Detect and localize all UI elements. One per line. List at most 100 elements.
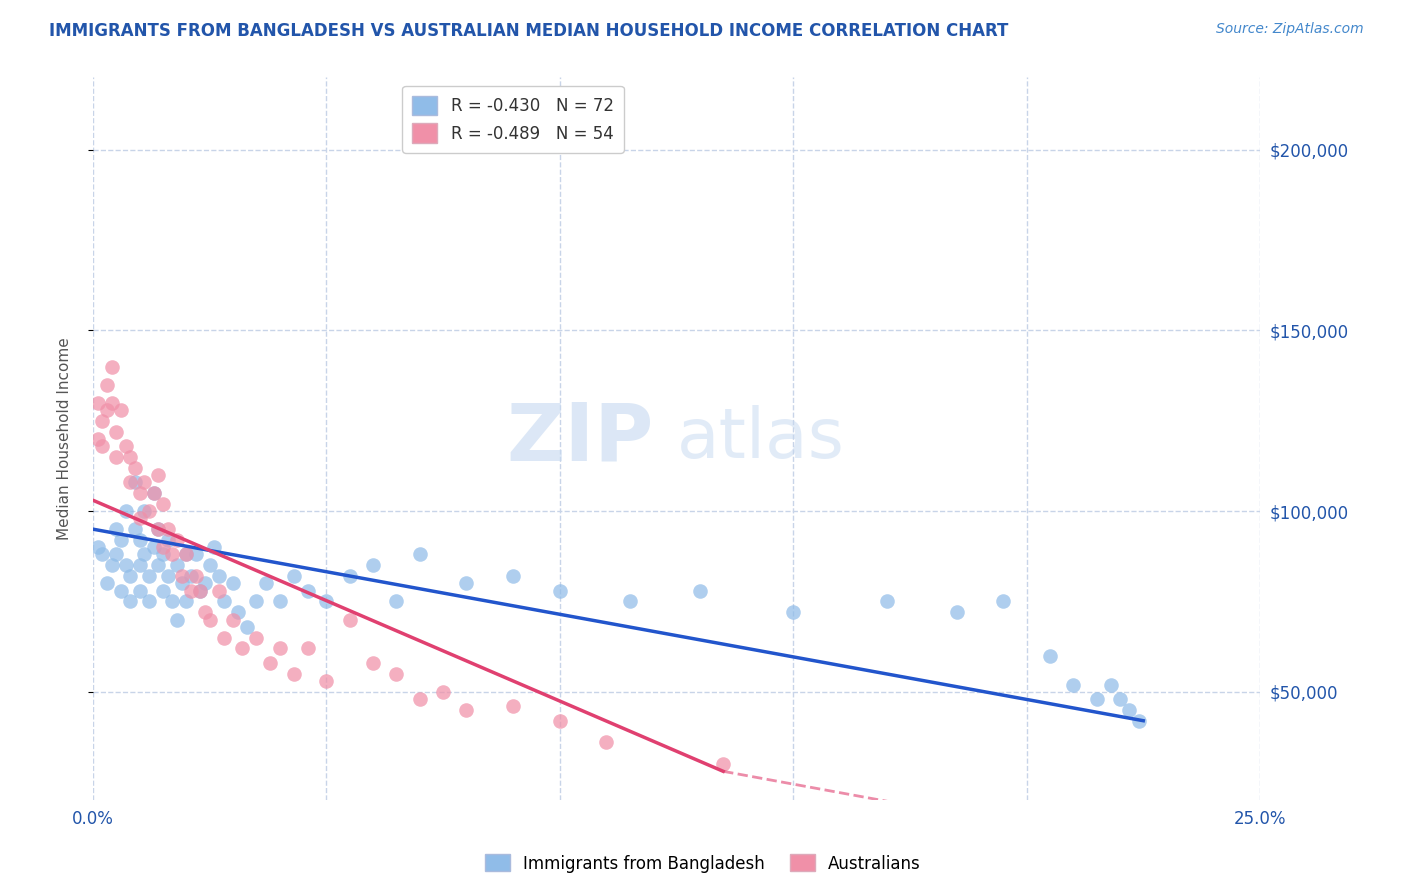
Point	[198, 613, 221, 627]
Point	[176, 548, 198, 562]
Point	[1062, 677, 1084, 691]
Point	[180, 583, 202, 598]
Point	[120, 569, 142, 583]
Point	[208, 569, 231, 583]
Point	[138, 504, 160, 518]
Point	[100, 558, 122, 573]
Point	[1085, 692, 1108, 706]
Y-axis label: Median Household Income: Median Household Income	[58, 337, 72, 541]
Point	[100, 359, 122, 374]
Point	[152, 541, 174, 555]
Point	[170, 569, 193, 583]
Point	[212, 594, 235, 608]
Point	[105, 548, 128, 562]
Point	[152, 548, 174, 562]
Point	[124, 460, 146, 475]
Point	[222, 613, 245, 627]
Point	[142, 486, 165, 500]
Point	[96, 403, 118, 417]
Point	[711, 757, 734, 772]
Point	[208, 583, 231, 598]
Point	[456, 703, 478, 717]
Point	[124, 522, 146, 536]
Point	[226, 605, 249, 619]
Text: IMMIGRANTS FROM BANGLADESH VS AUSTRALIAN MEDIAN HOUSEHOLD INCOME CORRELATION CHA: IMMIGRANTS FROM BANGLADESH VS AUSTRALIAN…	[49, 22, 1008, 40]
Point	[283, 666, 305, 681]
Point	[194, 605, 217, 619]
Point	[124, 475, 146, 490]
Point	[162, 548, 184, 562]
Point	[782, 605, 804, 619]
Point	[456, 576, 478, 591]
Point	[1099, 677, 1122, 691]
Point	[385, 666, 408, 681]
Point	[190, 583, 212, 598]
Point	[297, 583, 319, 598]
Point	[595, 735, 617, 749]
Point	[315, 594, 337, 608]
Point	[245, 594, 267, 608]
Point	[297, 641, 319, 656]
Point	[945, 605, 967, 619]
Point	[156, 533, 179, 547]
Point	[689, 583, 711, 598]
Point	[148, 522, 170, 536]
Point	[170, 576, 193, 591]
Point	[339, 613, 361, 627]
Point	[180, 569, 202, 583]
Point	[142, 486, 165, 500]
Point	[91, 439, 114, 453]
Point	[120, 450, 142, 464]
Point	[184, 548, 207, 562]
Point	[166, 558, 188, 573]
Point	[259, 656, 281, 670]
Point	[548, 714, 571, 728]
Point	[409, 548, 432, 562]
Point	[142, 541, 165, 555]
Point	[1039, 648, 1062, 663]
Point	[190, 583, 212, 598]
Point	[156, 522, 179, 536]
Point	[502, 569, 524, 583]
Point	[110, 533, 132, 547]
Point	[184, 569, 207, 583]
Point	[236, 620, 259, 634]
Point	[231, 641, 253, 656]
Point	[86, 395, 108, 409]
Point	[100, 395, 122, 409]
Point	[269, 641, 291, 656]
Point	[619, 594, 641, 608]
Point	[876, 594, 898, 608]
Legend: Immigrants from Bangladesh, Australians: Immigrants from Bangladesh, Australians	[478, 847, 928, 880]
Point	[128, 533, 150, 547]
Point	[212, 631, 235, 645]
Point	[105, 425, 128, 439]
Point	[166, 613, 188, 627]
Point	[194, 576, 217, 591]
Point	[1109, 692, 1132, 706]
Point	[548, 583, 571, 598]
Point	[152, 497, 174, 511]
Point	[222, 576, 245, 591]
Point	[198, 558, 221, 573]
Point	[1128, 714, 1150, 728]
Point	[283, 569, 305, 583]
Text: Source: ZipAtlas.com: Source: ZipAtlas.com	[1216, 22, 1364, 37]
Point	[148, 522, 170, 536]
Point	[152, 583, 174, 598]
Point	[128, 558, 150, 573]
Point	[128, 583, 150, 598]
Text: ZIP: ZIP	[506, 400, 654, 478]
Point	[134, 475, 156, 490]
Point	[86, 432, 108, 446]
Point	[114, 504, 136, 518]
Point	[96, 377, 118, 392]
Point	[148, 558, 170, 573]
Point	[114, 439, 136, 453]
Point	[134, 548, 156, 562]
Point	[315, 673, 337, 688]
Point	[91, 414, 114, 428]
Point	[120, 475, 142, 490]
Point	[138, 569, 160, 583]
Point	[162, 594, 184, 608]
